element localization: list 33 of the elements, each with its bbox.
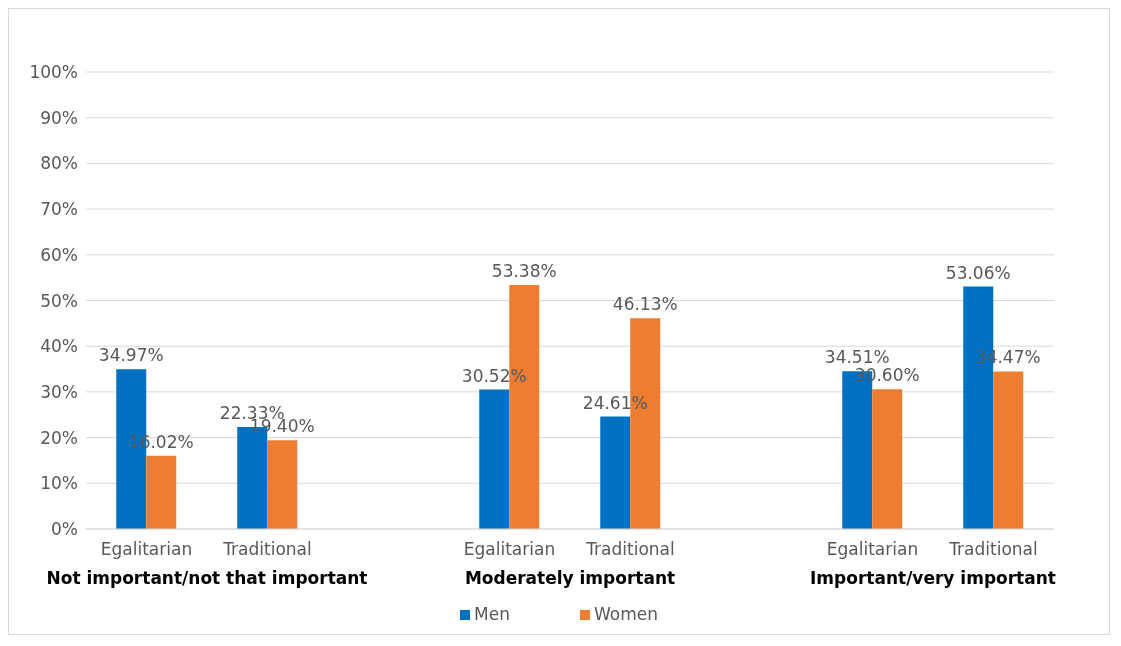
y-tick-label: 70% <box>40 199 78 220</box>
x-tick-label: Egalitarian <box>826 539 919 559</box>
bar <box>146 455 177 529</box>
bar <box>267 440 298 529</box>
y-tick-label: 50% <box>40 290 78 311</box>
y-tick-label: 60% <box>40 244 78 265</box>
x-tick-label: Traditional <box>948 539 1038 559</box>
x-tick-label: Traditional <box>222 539 312 559</box>
x-tick-label: Egalitarian <box>100 539 193 559</box>
x-tick-label: Egalitarian <box>463 539 556 559</box>
y-tick-label: 20% <box>40 427 78 448</box>
legend-label: Women <box>593 604 658 624</box>
data-label: 46.13% <box>612 294 678 315</box>
y-tick-label: 30% <box>40 381 78 402</box>
y-tick-label: 40% <box>40 336 78 357</box>
bar <box>600 416 631 529</box>
text: Important/very important <box>810 568 1056 588</box>
x-tick-label: Traditional <box>585 539 675 559</box>
y-tick-label: 90% <box>40 107 78 128</box>
bar <box>872 389 903 529</box>
y-tick-label: 100% <box>29 62 78 83</box>
legend-label: Men <box>474 604 510 624</box>
data-label: 34.51% <box>824 347 890 368</box>
data-label: 53.06% <box>945 262 1011 283</box>
text: Moderately important <box>464 568 676 588</box>
data-label: 53.38% <box>491 261 557 282</box>
y-tick-label: 10% <box>40 473 78 494</box>
bar <box>993 371 1024 529</box>
data-label: 34.97% <box>98 345 164 366</box>
bar <box>479 389 510 529</box>
y-tick-label: 0% <box>51 519 78 540</box>
y-tick-label: 80% <box>40 153 78 174</box>
text: Not important/not that important <box>46 568 368 588</box>
